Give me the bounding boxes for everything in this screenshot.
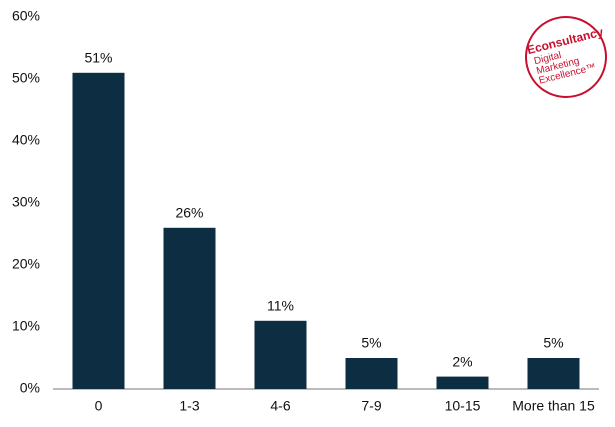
y-tick-label: 30% <box>12 194 40 210</box>
y-tick-label: 50% <box>12 70 40 86</box>
value-label: 26% <box>175 205 203 221</box>
bar <box>254 320 307 389</box>
bar <box>527 358 580 389</box>
value-label: 51% <box>84 50 112 66</box>
bar <box>72 72 125 390</box>
x-tick-label: 7-9 <box>361 398 381 414</box>
logo: Econsultancy Digital Marketing Excellenc… <box>525 16 607 98</box>
value-label: 2% <box>452 353 472 369</box>
y-tick-label: 0% <box>20 380 40 396</box>
value-label: 5% <box>543 335 563 351</box>
y-tick-label: 40% <box>12 132 40 148</box>
y-tick-label: 20% <box>12 256 40 272</box>
x-tick-label: 4-6 <box>270 398 290 414</box>
bar <box>163 227 216 389</box>
x-tick-label: 10-15 <box>445 398 481 414</box>
value-label: 11% <box>267 298 294 314</box>
logo-ring <box>525 16 607 98</box>
bar <box>436 376 489 389</box>
x-tick-label: 0 <box>95 398 103 414</box>
bar <box>345 358 398 389</box>
x-tick-label: 1-3 <box>179 398 199 414</box>
y-tick-label: 60% <box>12 8 40 24</box>
value-label: 5% <box>361 335 381 351</box>
x-tick-label: More than 15 <box>512 398 595 414</box>
y-tick-label: 10% <box>12 318 40 334</box>
